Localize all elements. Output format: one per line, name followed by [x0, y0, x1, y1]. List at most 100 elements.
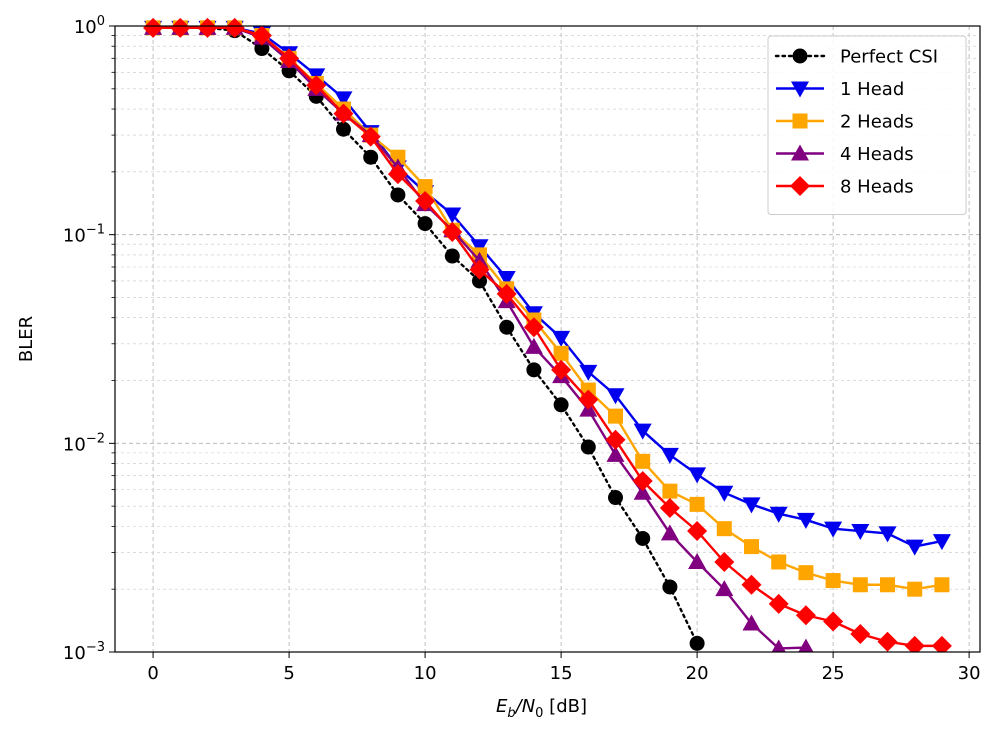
- data-point-2-heads: [934, 577, 950, 593]
- legend-marker: [791, 81, 809, 98]
- data-point-8-heads: [306, 75, 327, 96]
- legend-label: 2 Heads: [840, 112, 914, 133]
- data-point-2-heads: [553, 345, 569, 361]
- data-point-perfect-csi: [499, 319, 515, 335]
- y-tick-label: 10−2: [63, 431, 105, 455]
- data-point-perfect-csi: [526, 362, 542, 378]
- data-point-1-head: [905, 539, 924, 556]
- data-point-1-head: [824, 521, 843, 538]
- data-point-8-heads: [279, 48, 300, 69]
- data-point-4-heads: [606, 445, 625, 462]
- data-point-2-heads: [907, 581, 923, 597]
- legend-label: Perfect CSI: [840, 47, 938, 68]
- y-tick-label: 100: [74, 14, 105, 38]
- data-point-2-heads: [390, 149, 406, 165]
- data-point-perfect-csi: [580, 439, 596, 455]
- data-point-1-head: [443, 207, 462, 224]
- x-tick-label: 10: [414, 663, 437, 684]
- series-8-heads: [143, 17, 952, 652]
- x-tick-label: 0: [147, 663, 158, 684]
- x-axis-label: Eb/N0 [dB]: [496, 696, 587, 721]
- series-4-heads: [144, 18, 814, 652]
- data-point-2-heads: [689, 496, 705, 512]
- legend-item-2-heads: 2 Heads: [776, 112, 914, 133]
- series-layer: [143, 17, 952, 652]
- data-point-8-heads: [768, 593, 789, 614]
- data-point-2-heads: [417, 179, 433, 195]
- legend-item-4-heads: 4 Heads: [776, 144, 914, 165]
- data-point-1-head: [497, 270, 516, 287]
- data-point-2-heads: [771, 554, 787, 570]
- data-point-2-heads: [798, 565, 814, 581]
- data-point-8-heads: [224, 17, 245, 38]
- data-point-8-heads: [659, 497, 680, 518]
- data-point-1-head: [334, 91, 353, 108]
- data-point-8-heads: [823, 611, 844, 632]
- data-point-8-heads: [578, 389, 599, 410]
- legend: Perfect CSI 1 Head 2 Heads 4 Heads 8 Heads: [767, 35, 967, 215]
- legend-label: 4 Heads: [840, 144, 914, 165]
- data-point-perfect-csi: [662, 579, 678, 595]
- x-tick-label: 25: [822, 663, 845, 684]
- data-point-2-heads: [662, 483, 678, 499]
- data-point-1-head: [796, 512, 815, 529]
- legend-marker: [792, 48, 808, 64]
- x-axis-ticks: 0 5 10 15 20 25 30: [147, 652, 981, 684]
- data-point-perfect-csi: [363, 149, 379, 165]
- data-point-perfect-csi: [635, 530, 651, 546]
- data-point-1-head: [742, 497, 761, 514]
- data-point-2-heads: [825, 573, 841, 589]
- data-point-8-heads: [850, 623, 871, 644]
- legend-box: [767, 35, 967, 215]
- x-tick-label: 30: [958, 663, 981, 684]
- legend-label: 1 Head: [840, 79, 904, 100]
- data-point-1-head: [579, 364, 598, 381]
- data-point-8-heads: [551, 359, 572, 380]
- y-tick-label: 10−3: [63, 640, 105, 664]
- y-axis-ticks: 100 10−1 10−2 10−3: [63, 14, 115, 664]
- x-tick-label: 15: [550, 663, 573, 684]
- data-point-8-heads: [170, 17, 191, 38]
- plot-frame: [114, 25, 981, 653]
- data-point-1-head: [633, 423, 652, 440]
- data-point-4-heads: [660, 524, 679, 541]
- data-point-4-heads: [771, 639, 786, 652]
- data-point-perfect-csi: [417, 216, 433, 232]
- data-point-8-heads: [415, 190, 436, 211]
- legend-label: 8 Heads: [840, 177, 914, 198]
- legend-item-1-head: 1 Head: [776, 79, 904, 100]
- data-point-4-heads: [798, 638, 814, 652]
- data-point-4-heads: [715, 580, 734, 597]
- x-tick-label: 5: [283, 663, 294, 684]
- data-point-1-head: [470, 239, 489, 256]
- data-point-8-heads: [687, 521, 708, 542]
- data-point-8-heads: [741, 574, 762, 595]
- data-point-1-head: [688, 467, 707, 484]
- data-point-8-heads: [360, 126, 381, 147]
- data-point-8-heads: [143, 17, 164, 38]
- data-point-4-heads: [633, 483, 652, 500]
- legend-marker: [792, 113, 808, 129]
- data-point-8-heads: [442, 221, 463, 242]
- data-point-perfect-csi: [254, 41, 270, 57]
- data-point-8-heads: [877, 631, 898, 652]
- data-point-1-head: [878, 526, 897, 543]
- data-point-8-heads: [469, 259, 490, 280]
- y-tick-label: 10−1: [63, 223, 105, 247]
- data-point-2-heads: [744, 539, 760, 555]
- data-point-4-heads: [524, 337, 543, 354]
- data-point-1-head: [932, 534, 951, 551]
- data-point-perfect-csi: [390, 187, 406, 203]
- data-point-4-heads: [742, 614, 761, 631]
- legend-item-8-heads: 8 Heads: [776, 176, 914, 198]
- data-point-2-heads: [716, 521, 732, 537]
- data-point-1-head: [715, 485, 734, 502]
- series-line-4-heads: [153, 26, 806, 650]
- legend-item-perfect-csi: Perfect CSI: [774, 47, 938, 68]
- data-point-4-heads: [688, 552, 707, 569]
- legend-marker: [790, 176, 810, 196]
- data-point-8-heads: [496, 283, 517, 304]
- data-point-2-heads: [880, 577, 896, 593]
- data-point-8-heads: [714, 551, 735, 572]
